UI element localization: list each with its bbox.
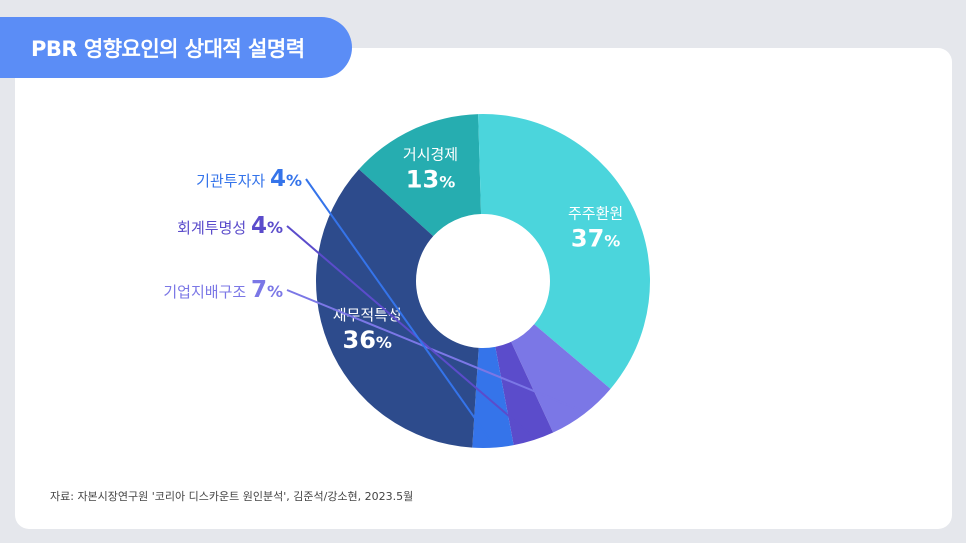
donut-slice-2: [511, 324, 611, 433]
chart-title: PBR 영향요인의 상대적 설명력: [31, 36, 305, 61]
slice-value-0: 13%: [406, 166, 455, 194]
leader-line-4: [305, 178, 494, 445]
slice-value-4: 4: [270, 166, 286, 192]
slice-value-2: 7: [251, 277, 267, 303]
slice-label-2: 기업지배구조 7%: [163, 277, 283, 303]
leader-line-3: [286, 225, 534, 438]
slice-value-3: 4: [251, 213, 267, 239]
slice-value-1: 37%: [571, 225, 620, 253]
title-tab: PBR 영향요인의 상대적 설명력: [0, 17, 352, 78]
donut-slice-0: [358, 114, 482, 237]
slice-value-5: 36%: [343, 326, 392, 354]
donut-slice-1: [478, 114, 650, 389]
donut-slice-4: [472, 346, 514, 448]
slice-label-1: 주주환원: [568, 205, 623, 223]
slice-label-0: 거시경제: [403, 146, 458, 164]
leader-line-2: [286, 289, 583, 412]
donut-slice-3: [495, 341, 554, 446]
slice-label-3: 회계투명성 4%: [177, 213, 283, 239]
slice-label-4: 기관투자자 4%: [196, 166, 302, 192]
source-note: 자료: 자본시장연구원 '코리아 디스카운트 원인분석', 김준석/강소현, 2…: [50, 490, 414, 503]
